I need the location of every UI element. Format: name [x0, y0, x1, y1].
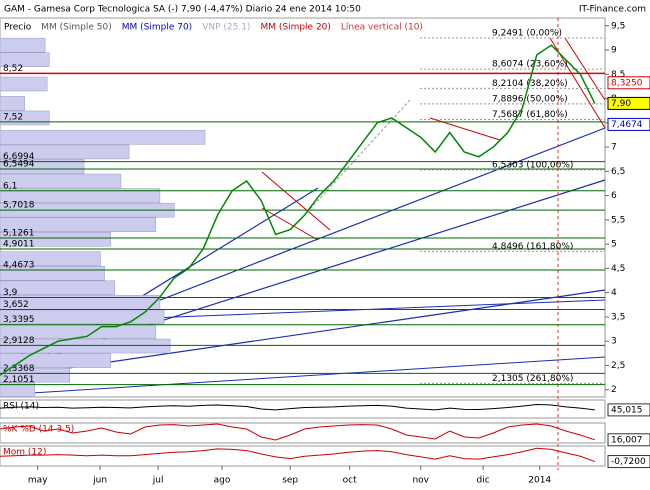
level-label: 6,1: [3, 181, 17, 191]
volume-profile-bar: [0, 280, 116, 296]
price-box-label: 8,3250: [611, 78, 643, 88]
level-label: 5,1261: [3, 229, 35, 239]
volume-profile-bar: [0, 144, 130, 160]
y-tick-label: 3: [611, 337, 617, 347]
y-tick-label: 5,5: [611, 215, 625, 225]
indicator-line: [0, 447, 596, 463]
fib-label: 6,5303 (100,00%): [492, 160, 573, 170]
legend-entry: Precio: [4, 23, 32, 33]
y-tick-label: 2,5: [611, 361, 625, 371]
level-label: 8,52: [3, 64, 23, 74]
x-tick-label: 2014: [528, 476, 551, 486]
level-label: 3,652: [3, 300, 29, 310]
fib-label: 8,6074 (23,60%): [492, 60, 568, 70]
channel-line: [261, 207, 319, 241]
level-label: 4,4673: [3, 260, 35, 270]
indicator-value-box: [607, 403, 650, 417]
y-tick-label: 8,5: [611, 70, 625, 80]
trend-line: [149, 299, 606, 319]
price-box-label: 7,90: [611, 99, 631, 109]
fib-label: 4,8496 (161,80%): [492, 242, 573, 252]
y-tick-label: 4: [611, 288, 617, 298]
channel-line: [261, 171, 331, 231]
volume-profile-bar: [0, 96, 25, 111]
indicator-value-box: [607, 455, 650, 469]
volume-profile-bar: [0, 251, 101, 266]
x-tick-label: jul: [152, 476, 164, 486]
fib-label: 7,8896 (50,00%): [492, 94, 568, 104]
fib-label: 2,1305 (261,80%): [492, 374, 573, 384]
volume-profile-bar: [0, 217, 157, 232]
volume-profile-bar: [0, 382, 36, 397]
indicator-value: -0,7200: [611, 457, 646, 467]
y-tick-label: 5: [611, 240, 617, 250]
y-tick-label: 7: [611, 143, 617, 153]
price-box-label: 7,4674: [611, 120, 643, 130]
indicator-line: [0, 423, 596, 441]
y-tick-label: 4,5: [611, 264, 625, 274]
y-tick-label: 3,5: [611, 312, 625, 322]
price-box: [607, 117, 650, 131]
y-tick-label: 2: [611, 385, 617, 395]
y-tick-label: 9,5: [611, 21, 625, 31]
volume-profile-bar: [0, 37, 46, 53]
level-label: 6,6994: [3, 152, 35, 162]
volume-profile-bar: [0, 159, 85, 174]
fib-label: 7,5687 (61,80%): [492, 110, 568, 120]
level-label: 4,9011: [3, 239, 35, 249]
x-tick-label: dic: [477, 476, 490, 486]
volume-profile-bar: [0, 188, 161, 203]
legend-entry: Línea vertical (10): [341, 23, 423, 33]
legend-entry: MM (Simple 20): [260, 23, 330, 33]
level-label: 3,3395: [3, 315, 35, 325]
level-label: 6,5494: [3, 159, 35, 169]
x-tick-label: ago: [214, 476, 231, 486]
volume-profile-bar: [0, 367, 70, 383]
indicator-line: [0, 403, 595, 411]
volume-profile-bar: [0, 173, 122, 189]
fib-label: 9,2491 (0,00%): [492, 28, 562, 38]
indicator-value-box: [607, 433, 650, 447]
indicator-name: Mom (12): [3, 448, 46, 458]
x-tick-label: oct: [343, 476, 357, 486]
level-label: 2,1051: [3, 375, 35, 385]
volume-profile-bar: [0, 232, 111, 247]
trend-line: [0, 356, 606, 396]
level-label: 7,52: [3, 112, 23, 122]
indicator-panel: [0, 422, 606, 444]
x-tick-label: sep: [282, 476, 298, 486]
fib-label: 8,2104 (38,20%): [492, 79, 568, 89]
level-label: 2,3368: [3, 364, 35, 374]
y-tick-label: 6: [611, 191, 617, 201]
y-tick-label: 9: [611, 46, 617, 56]
level-label: 2,9128: [3, 336, 35, 346]
x-tick-label: jun: [92, 476, 107, 486]
indicator-panel: [0, 445, 606, 467]
legend-entry: VNP (25.1): [202, 23, 250, 33]
channel-line: [299, 99, 411, 221]
source: IT-Finance.com: [579, 5, 646, 15]
price-box: [607, 96, 650, 110]
x-tick-label: nov: [412, 476, 429, 486]
price-box: [607, 76, 650, 90]
indicator-panel: [0, 399, 606, 419]
indicator-name: %K %D (14 3 5): [3, 425, 74, 435]
volume-profile-bar: [0, 130, 206, 145]
volume-profile-bar: [0, 52, 50, 67]
x-tick-label: may: [28, 476, 48, 486]
legend-entry: MM (Simple 50): [41, 23, 111, 33]
volume-profile-bar: [0, 76, 48, 92]
legend-entry: MM (Simple 70): [122, 23, 192, 33]
indicator-value: 16,007: [611, 435, 643, 445]
chart-title: GAM - Gamesa Corp Tecnologica SA (-) 7,9…: [4, 5, 361, 15]
indicator-name: RSI (14): [3, 402, 39, 412]
level-label: 3,9: [3, 288, 18, 298]
price-line: [0, 44, 596, 376]
indicator-value: 45,015: [611, 405, 643, 415]
y-tick-label: 6,5: [611, 167, 625, 177]
level-label: 5,7018: [3, 201, 35, 211]
